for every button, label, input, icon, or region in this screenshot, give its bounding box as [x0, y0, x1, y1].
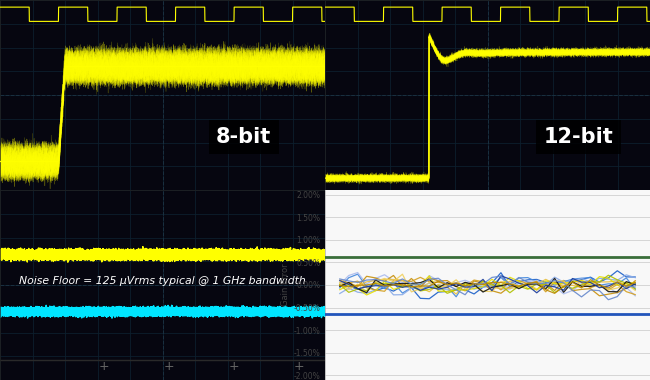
- Text: Noise Floor = 125 μVrms typical @ 1 GHz bandwidth: Noise Floor = 125 μVrms typical @ 1 GHz …: [19, 276, 306, 286]
- Text: 8-bit: 8-bit: [216, 127, 272, 147]
- Text: +: +: [294, 360, 304, 373]
- Text: 12-bit: 12-bit: [543, 127, 614, 147]
- Text: +: +: [164, 360, 174, 373]
- Text: +: +: [229, 360, 239, 373]
- Text: +: +: [99, 360, 109, 373]
- Y-axis label: Gain Error: Gain Error: [281, 264, 291, 306]
